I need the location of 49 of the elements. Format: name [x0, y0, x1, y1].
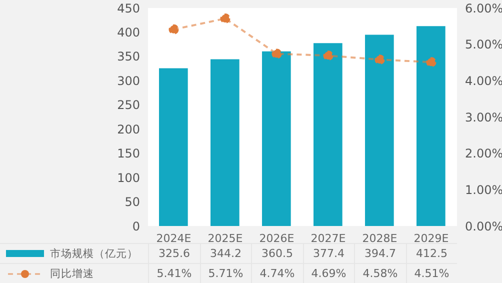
x-tick-label: 2024E: [156, 232, 192, 245]
y2-tick-label: 3.00%: [465, 110, 502, 124]
y2-tick-label: 4.00%: [465, 74, 502, 88]
x-tick-label: 2026E: [259, 232, 294, 245]
data-label: 4.51%: [406, 263, 457, 283]
y2-tick-label: 1.00%: [465, 182, 502, 197]
x-tick-label: 2028E: [362, 232, 398, 245]
data-label: 412.5: [406, 243, 457, 263]
legend-label: 市场规模（亿元）: [50, 246, 138, 260]
x-tick-label: 2029E: [414, 232, 449, 245]
data-label: 4.74%: [251, 263, 302, 283]
data-label: 360.5: [251, 243, 302, 263]
y-tick-label: 250: [117, 98, 140, 112]
legend-label: 同比增速: [50, 266, 94, 280]
bar: [416, 26, 446, 226]
data-label: 5.71%: [200, 263, 251, 283]
y-tick-label: 50: [124, 195, 140, 210]
y-tick-label: 0: [132, 219, 140, 234]
point: [374, 54, 385, 65]
point: [323, 50, 334, 61]
y-tick-label: 200: [117, 122, 140, 136]
y2-tick-label: 6.00%: [465, 1, 502, 16]
point: [426, 57, 436, 68]
point: [220, 14, 230, 24]
data-label: 394.7: [354, 243, 406, 263]
point: [272, 48, 282, 59]
point: [168, 24, 179, 34]
y2-tick-label: 0.00%: [465, 219, 502, 234]
x-tick-label: 2027E: [310, 232, 346, 245]
y-tick-label: 150: [117, 146, 140, 161]
x-tick-label: 2025E: [208, 232, 243, 245]
data-label: 4.58%: [354, 263, 406, 283]
y-tick-label: 400: [117, 25, 140, 40]
data-label: 344.2: [200, 243, 251, 263]
bar: [365, 34, 394, 226]
y2-tick-label: 5.00%: [465, 38, 502, 52]
bar: [210, 59, 240, 226]
y-tick-label: 100: [117, 170, 140, 185]
y-tick-label: 300: [117, 74, 140, 88]
data-label: 377.4: [302, 243, 354, 263]
bar: [314, 43, 342, 226]
y2-tick-label: 2.00%: [465, 146, 502, 161]
bar: [159, 68, 188, 226]
data-label: 4.69%: [302, 263, 354, 283]
y-tick-label: 350: [117, 50, 140, 64]
data-label: 325.6: [148, 243, 200, 263]
bar: [262, 51, 291, 226]
data-label: 5.41%: [148, 263, 200, 283]
y-tick-label: 450: [117, 1, 140, 16]
